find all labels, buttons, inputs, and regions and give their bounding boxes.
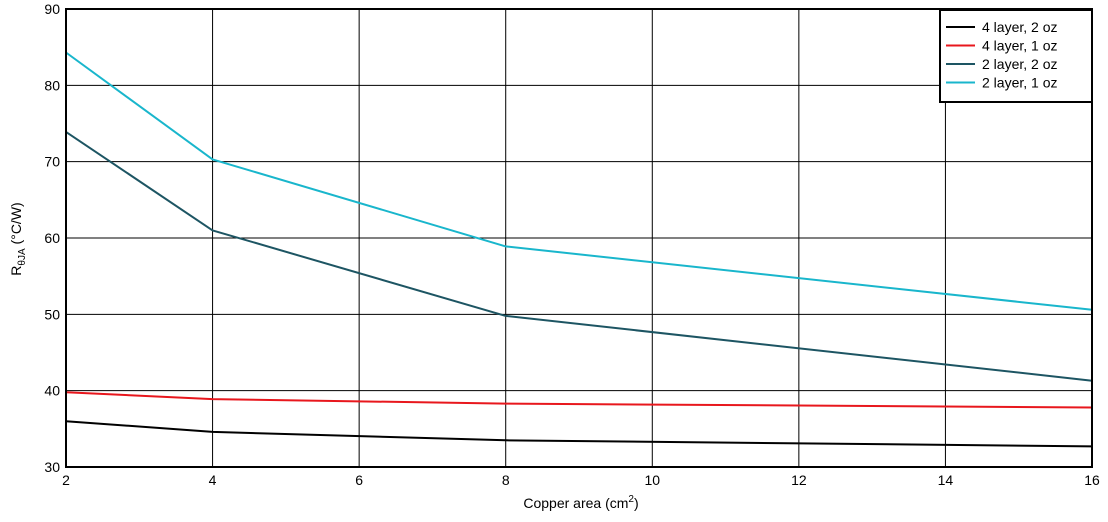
x-axis-label-text: Copper area (cm [523,495,628,511]
plot-frame [65,8,1093,468]
y-tick-label: 60 [44,230,60,246]
legend-label-4: 2 layer, 1 oz [982,75,1058,91]
y-tick-label: 70 [44,154,60,170]
x-axis-label: Copper area (cm2) [523,494,638,511]
y-axis-label-unit: (°C/W) [8,202,24,248]
legend-label-2: 4 layer, 1 oz [982,38,1058,54]
y-axis-label-main: R [8,266,24,276]
y-axis-label-sub: θJA [17,248,28,266]
x-tick-label: 4 [209,472,217,488]
legend-label-1: 4 layer, 2 oz [982,19,1058,35]
y-tick-label: 90 [44,1,60,17]
y-tick-label: 40 [44,383,60,399]
series-line-2 [65,391,1093,409]
y-tick-label: 30 [44,459,60,475]
x-axis-label-close: ) [634,495,639,511]
x-tick-label: 14 [938,472,954,488]
legend-box [939,9,1093,103]
series-line-4 [65,51,1093,311]
x-tick-labels: 2 4 6 8 10 12 14 16 [62,472,1100,488]
series-line-1 [65,420,1093,448]
series-line-3 [65,131,1093,382]
x-tick-label: 16 [1084,472,1100,488]
x-axis-label-sup: 2 [628,494,634,505]
y-tick-label: 50 [44,306,60,322]
x-tick-label: 12 [791,472,807,488]
y-axis-label: RθJA (°C/W) [8,202,28,275]
x-tick-label: 6 [355,472,363,488]
x-tick-label: 10 [644,472,660,488]
y-tick-label: 80 [44,77,60,93]
legend-label-3: 2 layer, 2 oz [982,56,1058,72]
x-tick-label: 2 [62,472,70,488]
y-tick-labels: 30 40 50 60 70 80 90 [44,1,60,475]
legend: 4 layer, 2 oz 4 layer, 1 oz 2 layer, 2 oz 2… [939,9,1093,103]
x-tick-label: 8 [502,472,510,488]
series-lines [65,51,1093,448]
